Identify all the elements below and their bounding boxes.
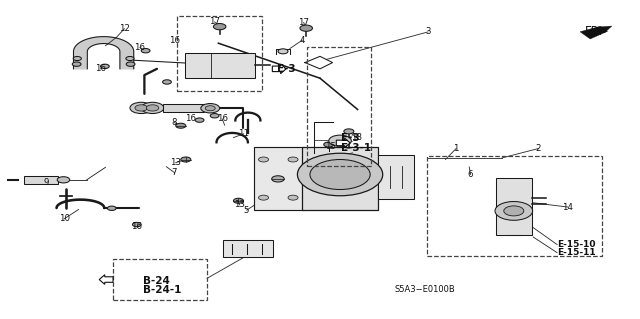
Bar [223, 240, 273, 257]
Text: 8: 8 [172, 118, 177, 127]
Bar [113, 259, 207, 300]
Circle shape [300, 25, 312, 31]
Circle shape [72, 62, 81, 66]
Text: 14: 14 [563, 203, 573, 211]
Text: E-3-1: E-3-1 [341, 143, 371, 152]
Text: 16: 16 [169, 36, 180, 45]
Circle shape [135, 105, 148, 111]
Text: E-15-10: E-15-10 [557, 240, 596, 249]
Bar [303, 147, 378, 210]
Circle shape [298, 153, 383, 196]
Polygon shape [74, 37, 134, 69]
Text: 4: 4 [300, 36, 305, 45]
Text: 11: 11 [238, 130, 249, 138]
Text: 17: 17 [209, 18, 220, 26]
Polygon shape [580, 26, 607, 39]
Circle shape [310, 160, 370, 189]
Text: 16: 16 [186, 114, 196, 123]
Text: E-3: E-3 [277, 64, 296, 74]
Text: 5: 5 [244, 206, 250, 215]
Text: 17: 17 [298, 18, 309, 27]
Circle shape [180, 157, 191, 162]
Text: B-24: B-24 [143, 276, 170, 286]
Circle shape [126, 56, 134, 61]
Circle shape [132, 222, 141, 227]
Circle shape [288, 157, 298, 162]
Text: 18: 18 [351, 133, 362, 142]
Circle shape [329, 135, 351, 146]
Text: 3: 3 [425, 27, 431, 36]
Circle shape [100, 64, 109, 69]
Text: 2: 2 [536, 144, 541, 153]
Text: 15: 15 [324, 143, 335, 152]
Circle shape [213, 24, 226, 30]
Text: 13: 13 [170, 158, 181, 167]
Bar [307, 47, 371, 167]
Circle shape [141, 48, 150, 53]
Circle shape [163, 80, 172, 84]
Circle shape [147, 105, 159, 111]
Circle shape [73, 56, 81, 61]
Polygon shape [336, 138, 350, 148]
Polygon shape [273, 64, 286, 74]
Circle shape [344, 129, 354, 134]
Bar [254, 147, 305, 210]
Text: 13: 13 [234, 200, 245, 209]
Circle shape [278, 49, 288, 54]
Polygon shape [99, 275, 113, 284]
Circle shape [495, 202, 532, 220]
Text: 7: 7 [172, 168, 177, 177]
Bar [427, 156, 602, 256]
Circle shape [176, 123, 186, 128]
Text: 1: 1 [453, 144, 459, 153]
Circle shape [130, 102, 152, 114]
Text: 16: 16 [217, 114, 228, 123]
Text: FR.: FR. [586, 25, 604, 38]
Circle shape [259, 195, 269, 200]
Text: 12: 12 [119, 24, 130, 33]
Text: 6: 6 [468, 170, 473, 179]
Circle shape [259, 157, 269, 162]
Text: 9: 9 [44, 177, 49, 187]
Circle shape [126, 62, 135, 66]
Circle shape [272, 176, 284, 182]
Circle shape [324, 142, 334, 147]
Bar [163, 105, 204, 112]
Circle shape [57, 177, 70, 183]
Circle shape [288, 195, 298, 200]
Text: B-24-1: B-24-1 [143, 285, 182, 295]
Bar [378, 155, 414, 198]
Circle shape [234, 198, 243, 203]
Circle shape [141, 102, 164, 114]
Bar [177, 16, 262, 91]
Circle shape [195, 118, 204, 122]
Circle shape [205, 106, 215, 111]
Circle shape [201, 104, 220, 113]
Polygon shape [596, 26, 612, 33]
Circle shape [504, 206, 524, 216]
Text: E-3: E-3 [341, 133, 360, 143]
Circle shape [108, 206, 116, 211]
Circle shape [211, 114, 219, 118]
Text: 10: 10 [59, 214, 70, 223]
Text: E-15-11: E-15-11 [557, 248, 596, 257]
Text: S5A3−E0100B: S5A3−E0100B [394, 285, 455, 294]
Bar [24, 176, 58, 183]
Text: 16: 16 [131, 222, 142, 231]
Bar [495, 178, 532, 234]
Bar [184, 53, 255, 78]
Text: 16: 16 [95, 64, 106, 73]
Text: 16: 16 [134, 43, 145, 52]
